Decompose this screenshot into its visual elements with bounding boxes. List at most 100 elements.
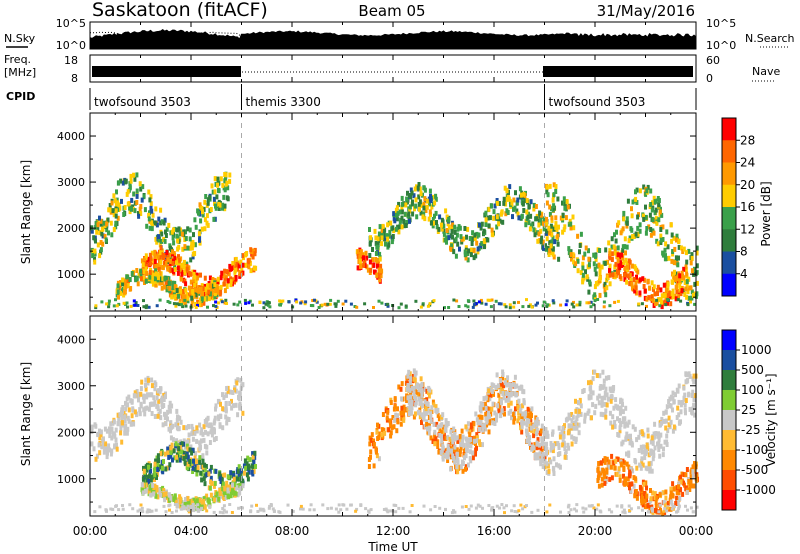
echo-cell xyxy=(534,303,538,307)
echo-cell xyxy=(634,489,638,495)
echo-cell xyxy=(529,223,533,229)
echo-cell xyxy=(429,414,433,420)
echo-cell xyxy=(172,268,175,274)
echo-cell xyxy=(115,189,118,195)
echo-cell xyxy=(152,491,156,497)
echo-cell xyxy=(241,410,245,416)
echo-cell xyxy=(613,465,617,471)
echo-cell xyxy=(583,251,587,257)
echo-cell xyxy=(645,493,649,499)
echo-cell xyxy=(651,298,655,304)
echo-cell xyxy=(500,503,504,506)
echo-cell xyxy=(105,227,109,233)
echo-cell xyxy=(123,205,127,210)
echo-cell xyxy=(250,469,254,475)
echo-cell xyxy=(473,235,477,241)
echo-cell xyxy=(412,390,416,396)
echo-cell xyxy=(540,437,544,442)
echo-cell xyxy=(490,508,493,512)
echo-cell xyxy=(614,403,618,409)
echo-cell xyxy=(516,211,520,217)
echo-cell xyxy=(649,488,652,493)
echo-cell xyxy=(579,270,583,276)
echo-cell xyxy=(408,510,412,514)
colorbar-tick-label: 8 xyxy=(740,245,748,259)
echo-cell xyxy=(593,292,597,298)
echo-cell xyxy=(618,274,622,280)
echo-cell xyxy=(649,450,653,456)
echo-cell xyxy=(163,451,167,457)
echo-cell xyxy=(178,231,182,237)
echo-cell xyxy=(634,290,638,296)
echo-cell xyxy=(621,419,625,424)
echo-cell xyxy=(312,508,316,512)
echo-cell xyxy=(197,231,201,237)
echo-cell xyxy=(201,209,204,215)
echo-cell xyxy=(166,266,170,272)
echo-cell xyxy=(475,417,479,423)
echo-cell xyxy=(598,248,602,253)
echo-cell xyxy=(158,280,162,286)
echo-cell xyxy=(464,436,468,442)
echo-cell xyxy=(552,301,556,305)
echo-cell xyxy=(253,251,257,257)
echo-cell xyxy=(150,250,154,256)
echo-cell xyxy=(183,501,187,507)
echo-cell xyxy=(600,264,604,270)
echo-cell xyxy=(519,425,523,431)
echo-cell xyxy=(246,455,250,461)
echo-cell xyxy=(358,258,362,264)
colorbar-swatch xyxy=(722,490,736,511)
echo-cell xyxy=(199,438,203,444)
x-tick-label: 08:00 xyxy=(275,524,310,538)
echo-cell xyxy=(171,437,175,443)
cpid-segment-label: themis 3300 xyxy=(246,95,321,109)
echo-cell xyxy=(204,464,208,469)
echo-cell xyxy=(414,400,418,406)
echo-cell xyxy=(610,475,614,481)
echo-cell xyxy=(126,189,130,195)
echo-cell xyxy=(204,286,208,292)
echo-cell xyxy=(621,402,624,407)
echo-cell xyxy=(389,220,393,226)
echo-cell xyxy=(425,419,429,425)
echo-cell xyxy=(175,418,179,424)
colorbar-swatch xyxy=(722,184,736,208)
echo-cell xyxy=(250,504,254,508)
echo-cell xyxy=(400,195,404,201)
echo-cell xyxy=(394,504,398,507)
echo-cell xyxy=(593,410,597,416)
echo-cell xyxy=(541,239,545,245)
echo-cell xyxy=(224,392,228,398)
echo-cell xyxy=(178,445,182,451)
echo-cell xyxy=(682,480,685,486)
echo-cell xyxy=(182,455,186,461)
echo-cell xyxy=(159,259,163,265)
echo-cell xyxy=(499,378,502,384)
echo-cell xyxy=(599,460,603,466)
echo-cell xyxy=(123,426,127,432)
echo-cell xyxy=(228,484,231,490)
echo-cell xyxy=(138,206,142,212)
echo-cell xyxy=(243,458,247,464)
echo-cell xyxy=(196,208,200,214)
echo-cell xyxy=(377,231,381,237)
echo-cell xyxy=(666,244,670,250)
echo-cell xyxy=(553,239,557,245)
echo-cell xyxy=(560,429,564,435)
echo-cell xyxy=(193,217,197,223)
echo-cell xyxy=(403,211,407,217)
echo-cell xyxy=(268,305,272,309)
echo-cell xyxy=(653,495,657,501)
echo-cell xyxy=(392,211,396,217)
echo-cell xyxy=(431,194,435,200)
echo-cell xyxy=(173,455,177,461)
echo-cell xyxy=(683,392,687,398)
echo-cell xyxy=(517,385,521,391)
echo-cell xyxy=(368,259,372,265)
echo-cell xyxy=(662,282,666,288)
echo-cell xyxy=(258,300,262,304)
echo-cell xyxy=(224,401,228,406)
echo-cell xyxy=(651,490,655,496)
echo-cell xyxy=(542,430,546,436)
